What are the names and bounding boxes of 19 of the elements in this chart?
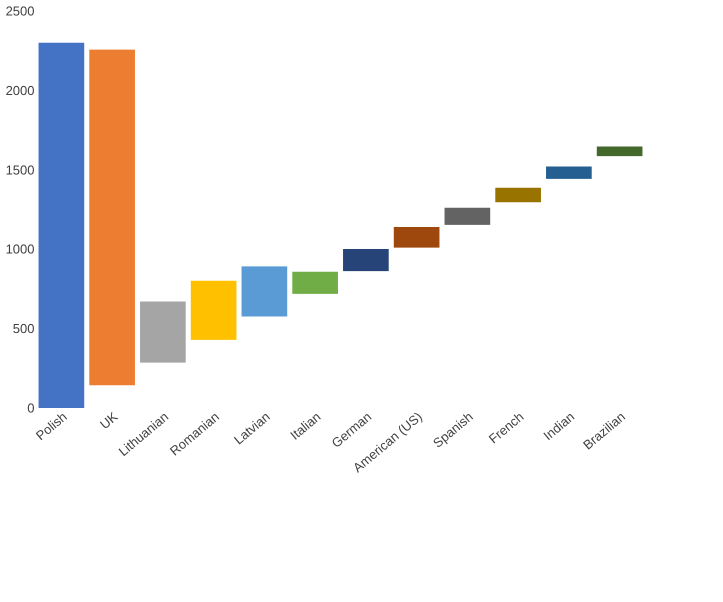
bar <box>89 50 135 386</box>
bar <box>596 146 642 156</box>
bar <box>343 249 389 272</box>
bar <box>242 266 288 317</box>
x-tick-label: UK <box>97 408 121 432</box>
y-tick-label: 0 <box>27 400 34 416</box>
bar <box>38 42 84 408</box>
bar <box>444 208 490 225</box>
y-tick-label: 500 <box>12 321 34 336</box>
bar <box>292 272 338 294</box>
y-tick-label: 1000 <box>6 242 34 257</box>
bar <box>190 280 236 340</box>
bar <box>546 166 592 179</box>
y-tick-label: 2000 <box>6 82 34 98</box>
bar <box>394 226 440 248</box>
y-tick-label: 1500 <box>6 162 34 178</box>
bar <box>495 188 541 202</box>
y-tick-label: 2500 <box>6 4 34 18</box>
bar <box>140 301 186 363</box>
